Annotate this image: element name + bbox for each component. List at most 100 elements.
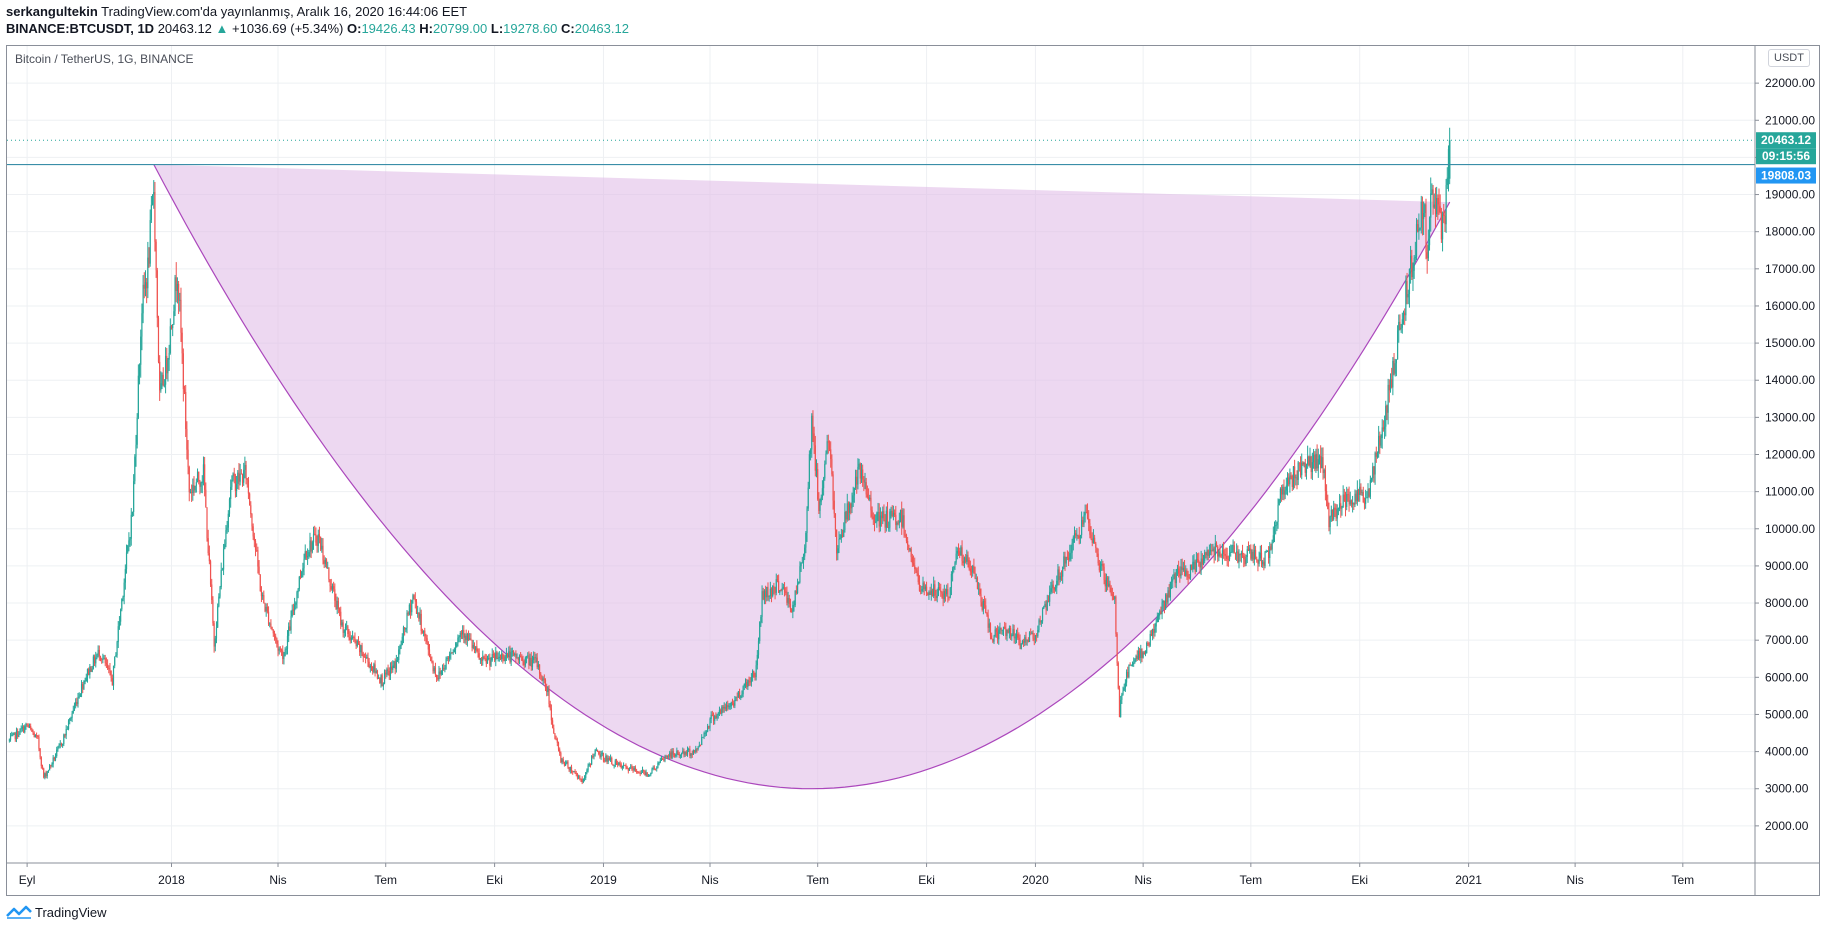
candle-body bbox=[1196, 559, 1199, 561]
candle-body bbox=[188, 467, 190, 493]
candle-body bbox=[621, 766, 624, 768]
candle-body bbox=[1304, 462, 1306, 473]
candle-body bbox=[1254, 549, 1257, 560]
candle-body bbox=[1382, 427, 1384, 430]
candle-body bbox=[908, 545, 910, 550]
candle-body bbox=[1380, 438, 1382, 446]
candle-body bbox=[1218, 551, 1220, 557]
close-value: 20463.12 bbox=[574, 21, 629, 36]
candle-body bbox=[1355, 493, 1357, 502]
candle-body bbox=[931, 590, 934, 597]
candle-body bbox=[1424, 204, 1426, 214]
candle-body bbox=[1159, 611, 1161, 616]
candle-body bbox=[11, 735, 13, 737]
candle-body bbox=[1054, 587, 1057, 590]
candle-body bbox=[1131, 664, 1134, 665]
candle-body bbox=[698, 744, 700, 747]
candle-body bbox=[280, 649, 283, 651]
candle-body bbox=[419, 613, 421, 619]
candle-body bbox=[309, 540, 311, 553]
tradingview-logo[interactable]: TradingView bbox=[6, 902, 107, 922]
candle-body bbox=[370, 665, 373, 667]
candle-body bbox=[663, 759, 665, 761]
candle-body bbox=[696, 748, 698, 750]
candle-body bbox=[1156, 616, 1158, 623]
candle-body bbox=[440, 670, 442, 675]
candle-body bbox=[923, 582, 925, 590]
candle-body bbox=[821, 488, 824, 498]
candle-body bbox=[722, 706, 724, 709]
candle-body bbox=[221, 569, 223, 571]
candle-body bbox=[1356, 489, 1358, 502]
candle-body bbox=[645, 772, 647, 776]
candle-body bbox=[1392, 360, 1394, 388]
candle-body bbox=[1121, 694, 1123, 700]
candle-body bbox=[1056, 581, 1058, 588]
candle-body bbox=[469, 638, 471, 640]
candle-body bbox=[734, 699, 736, 706]
time-tick-label: Nis bbox=[701, 873, 718, 887]
candle-body bbox=[465, 635, 467, 641]
candle-body bbox=[480, 658, 483, 661]
candle-body bbox=[475, 646, 477, 651]
candle-body bbox=[1340, 503, 1342, 509]
candle-body bbox=[168, 352, 170, 360]
currency-unit-button[interactable]: USDT bbox=[1768, 49, 1810, 67]
candle-body bbox=[1076, 535, 1078, 537]
chart-frame[interactable] bbox=[6, 45, 1820, 896]
candle-body bbox=[217, 606, 219, 628]
candle-body bbox=[909, 548, 911, 550]
candle-body bbox=[1256, 559, 1258, 561]
candle-body bbox=[1067, 557, 1070, 560]
candle-body bbox=[250, 505, 252, 515]
candle-body bbox=[375, 670, 377, 673]
candle-body bbox=[156, 270, 158, 318]
candle-body bbox=[337, 600, 339, 609]
candle-body bbox=[317, 534, 319, 546]
last-price: 20463.12 bbox=[157, 21, 212, 36]
candle-body bbox=[192, 485, 194, 493]
candle-body bbox=[778, 581, 780, 593]
candle-body bbox=[151, 194, 154, 205]
candle-body bbox=[968, 559, 970, 569]
candle-body bbox=[1349, 500, 1351, 505]
candle-body bbox=[303, 558, 305, 569]
candle-body bbox=[856, 476, 858, 485]
candle-body bbox=[1383, 426, 1386, 430]
candle-body bbox=[959, 551, 961, 556]
candle-body bbox=[387, 669, 389, 671]
candle-body bbox=[426, 638, 428, 643]
candle-body bbox=[1149, 633, 1151, 646]
candle-body bbox=[283, 656, 285, 660]
candle-body bbox=[73, 705, 76, 711]
candle-body bbox=[41, 766, 44, 769]
candle-body bbox=[1220, 555, 1222, 557]
candle-body bbox=[43, 768, 45, 778]
candle-body bbox=[957, 550, 960, 552]
candle-body bbox=[215, 627, 218, 639]
candle-body bbox=[613, 765, 615, 767]
candle-body bbox=[1270, 546, 1272, 550]
candle-body bbox=[1127, 671, 1129, 678]
candle-body bbox=[793, 605, 795, 606]
candle-body bbox=[631, 766, 633, 769]
candle-body bbox=[540, 673, 542, 676]
candle-body bbox=[1399, 321, 1401, 330]
candle-body bbox=[1294, 466, 1296, 479]
candle-body bbox=[1211, 549, 1213, 551]
candle-body bbox=[256, 550, 258, 551]
candle-body bbox=[413, 595, 415, 599]
candle-body bbox=[869, 497, 871, 500]
candle-body bbox=[138, 364, 141, 376]
candle-body bbox=[484, 658, 486, 659]
candle-body bbox=[1443, 214, 1445, 217]
candle-body bbox=[510, 652, 512, 662]
candle-body bbox=[852, 495, 854, 503]
candle-body bbox=[550, 708, 553, 721]
candle-body bbox=[1047, 600, 1050, 602]
candle-body bbox=[1260, 552, 1263, 565]
candle-body bbox=[60, 743, 63, 746]
candle-body bbox=[1032, 632, 1034, 639]
candle-body bbox=[756, 654, 758, 666]
